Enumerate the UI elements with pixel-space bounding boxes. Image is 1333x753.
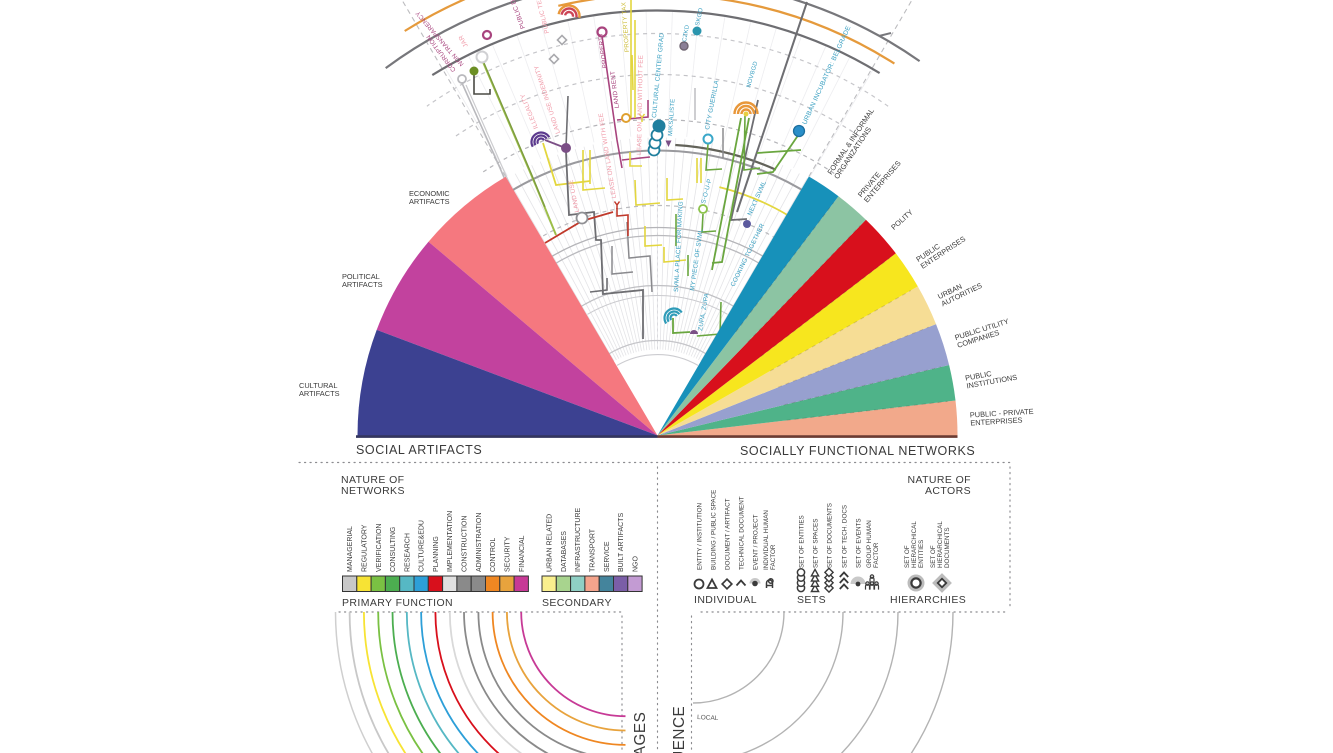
svg-text:SET OF DOCUMENTS: SET OF DOCUMENTS [827, 503, 834, 568]
svg-text:TRANSPORT: TRANSPORT [590, 528, 597, 572]
svg-text:SKGO: SKGO [695, 7, 705, 26]
svg-text:CZKD: CZKD [682, 24, 691, 42]
svg-text:ASSEMBLAGES: ASSEMBLAGES [632, 712, 649, 753]
svg-text:PRIMARY FUNCTION: PRIMARY FUNCTION [342, 597, 453, 609]
svg-text:PUBLIC - PRIVATE: PUBLIC - PRIVATE [970, 407, 1034, 420]
svg-text:CULTURAL: CULTURAL [299, 381, 337, 390]
svg-text:LEASE ON LAND WITHOUT FEE: LEASE ON LAND WITHOUT FEE [636, 55, 645, 155]
svg-text:CONSULTING: CONSULTING [390, 527, 397, 572]
svg-text:SET OF ENTITIES: SET OF ENTITIES [799, 515, 806, 568]
svg-text:BUILDING / PUBLIC SPACE: BUILDING / PUBLIC SPACE [711, 490, 718, 570]
svg-text:MANAGERIAL: MANAGERIAL [347, 526, 354, 572]
svg-text:BUILT ARTIFACTS: BUILT ARTIFACTS [618, 513, 625, 572]
svg-text:SETS: SETS [797, 594, 826, 606]
svg-text:FACTOR: FACTOR [873, 542, 880, 568]
svg-text:ACTORS: ACTORS [925, 485, 971, 497]
svg-text:SET OF: SET OF [904, 545, 911, 568]
svg-text:INFLUENCE: INFLUENCE [671, 706, 688, 753]
svg-text:INFRASTRUCTURE: INFRASTRUCTURE [575, 508, 582, 572]
svg-text:DOCUMENT / ARTIFACT: DOCUMENT / ARTIFACT [725, 498, 732, 570]
svg-text:NATURE OF: NATURE OF [341, 474, 405, 486]
svg-text:GROUP HUMAN: GROUP HUMAN [866, 520, 873, 568]
svg-text:REGULATORY: REGULATORY [361, 524, 368, 572]
svg-text:RESEARCH: RESEARCH [404, 533, 411, 572]
svg-text:PROPERTY TAX: PROPERTY TAX [620, 1, 631, 52]
svg-text:VERIFICATION: VERIFICATION [376, 524, 383, 572]
svg-text:CULTURE&EDU: CULTURE&EDU [419, 520, 426, 572]
svg-text:ARTIFACTS: ARTIFACTS [342, 280, 383, 289]
svg-text:HIERARCHICAL: HIERARCHICAL [937, 521, 944, 568]
svg-text:SOCIAL ARTIFACTS: SOCIAL ARTIFACTS [356, 443, 482, 457]
svg-text:MIKSALISTE: MIKSALISTE [668, 98, 677, 136]
svg-text:LOCAL: LOCAL [697, 714, 719, 722]
svg-text:LAND RENT: LAND RENT [609, 71, 621, 109]
svg-text:ENTERPRISES: ENTERPRISES [970, 415, 1023, 427]
svg-text:SOCIALLY FUNCTIONAL NETWORKS: SOCIALLY FUNCTIONAL NETWORKS [740, 444, 975, 458]
svg-text:URBAN RELATED: URBAN RELATED [547, 514, 554, 572]
svg-text:NGO: NGO [632, 556, 639, 573]
svg-text:HIERARCHIES: HIERARCHIES [890, 594, 966, 606]
svg-text:HIERARCHICAL: HIERARCHICAL [911, 521, 918, 568]
svg-text:DATABASES: DATABASES [561, 531, 568, 572]
svg-text:INDIVIDUAL HUMAN: INDIVIDUAL HUMAN [763, 510, 770, 570]
svg-text:FACTOR: FACTOR [770, 544, 777, 570]
svg-text:SVML A PLACE FOR MAKING: SVML A PLACE FOR MAKING [673, 201, 685, 292]
svg-text:DOCUMENTS: DOCUMENTS [944, 527, 951, 568]
svg-text:EVENT / PROJECT: EVENT / PROJECT [753, 514, 760, 570]
svg-text:SET OF TECH. DOCS: SET OF TECH. DOCS [842, 505, 849, 568]
svg-text:POLITICAL: POLITICAL [342, 272, 380, 281]
svg-text:ENTITY / INSTITUTION: ENTITY / INSTITUTION [697, 502, 704, 570]
svg-text:TECHNICAL DOCUMENT: TECHNICAL DOCUMENT [739, 496, 746, 570]
svg-text:SECONDARY: SECONDARY [542, 597, 612, 609]
svg-text:SET OF: SET OF [930, 545, 937, 568]
svg-text:ARTIFACTS: ARTIFACTS [409, 197, 450, 206]
svg-text:IMPLEMENTATION: IMPLEMENTATION [447, 511, 454, 572]
svg-text:NETWORKS: NETWORKS [341, 485, 405, 497]
svg-text:FINANCIAL: FINANCIAL [519, 535, 526, 572]
svg-text:SECURITY: SECURITY [504, 536, 511, 572]
svg-text:SET OF EVENTS: SET OF EVENTS [856, 518, 863, 568]
svg-text:INDIVIDUAL: INDIVIDUAL [694, 594, 757, 606]
svg-text:SET OF SPACES: SET OF SPACES [813, 519, 820, 568]
svg-text:ARTIFACTS: ARTIFACTS [299, 389, 340, 398]
svg-text:CONTROL: CONTROL [490, 538, 497, 572]
svg-text:NATURE OF: NATURE OF [908, 474, 972, 486]
svg-text:PLANNING: PLANNING [433, 536, 440, 572]
svg-text:ECONOMIC: ECONOMIC [409, 189, 450, 198]
svg-text:SERVICE: SERVICE [604, 541, 611, 572]
svg-text:CONSTRUCTION: CONSTRUCTION [462, 516, 469, 572]
svg-text:ENTITIES: ENTITIES [918, 540, 925, 568]
svg-text:ADMINISTRATION: ADMINISTRATION [476, 513, 483, 572]
